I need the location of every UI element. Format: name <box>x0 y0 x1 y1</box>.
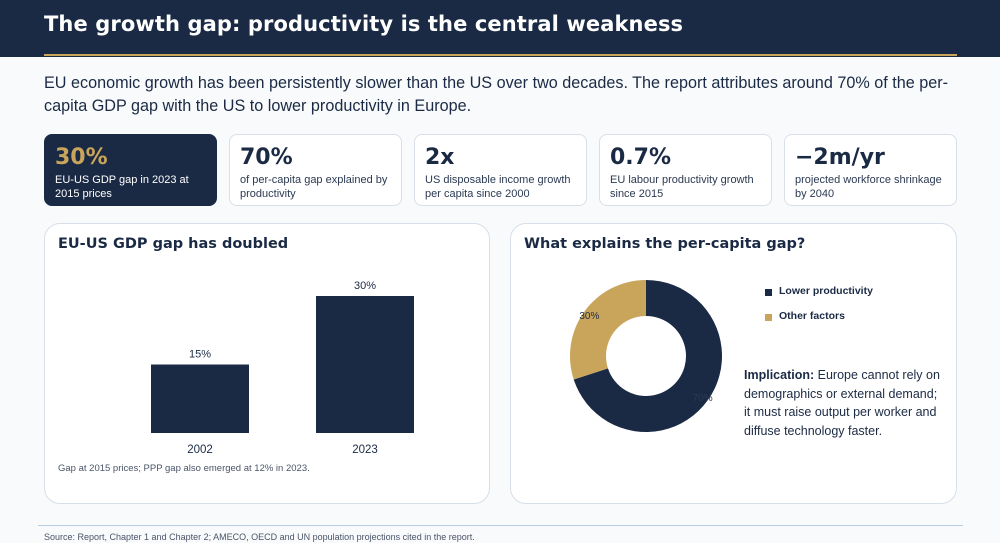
per-capita-gap-panel: 70% 30% What explains the per-capita gap?… <box>510 223 957 504</box>
stat-label: US disposable income growth per capita s… <box>425 174 571 200</box>
gdp-gap-panel: 15% 2002 30% 2023 EU-US GDP gap has doubled… <box>44 223 490 504</box>
intro-text: EU economic growth has been persistently… <box>44 74 948 115</box>
gdp-gap-bar-chart: 15% 2002 30% 2023 <box>151 280 414 456</box>
header-bar: The growth gap: productivity is the cent… <box>0 0 1000 57</box>
stat-value: −2m/yr <box>795 145 885 170</box>
stat-value: 0.7% <box>610 145 672 170</box>
header-accent-rule <box>44 54 957 56</box>
footer-rule <box>38 525 963 526</box>
legend-swatch <box>765 314 772 321</box>
legend-label: Other factors <box>779 310 845 322</box>
donut-data-label: 70% <box>693 393 713 404</box>
stat-value: 30% <box>55 145 108 170</box>
stat-label: of per-capita gap explained by productiv… <box>240 174 388 200</box>
page-title: The growth gap: productivity is the cent… <box>44 12 684 36</box>
implication-body: Europe cannot rely on demographics or ex… <box>744 368 940 438</box>
stat-card-productivity-share: 70% of per-capita gap explained by produ… <box>229 134 402 206</box>
stat-card-labour-productivity: 0.7% EU labour productivity growth since… <box>599 134 772 206</box>
bar-data-label: 15% <box>189 349 211 361</box>
stat-label: projected workforce shrinkage by 2040 <box>795 174 942 200</box>
donut-slice-other-factors <box>570 280 646 380</box>
bar-data-label: 30% <box>354 280 376 292</box>
stat-label: EU-US GDP gap in 2023 at 2015 prices <box>55 174 189 200</box>
source-note: Source: Report, Chapter 1 and Chapter 2;… <box>44 532 475 542</box>
donut-data-label: 30% <box>579 311 599 322</box>
x-tick-label: 2002 <box>187 444 213 456</box>
stat-card-income-growth: 2x US disposable income growth per capit… <box>414 134 587 206</box>
implication-label: Implication: <box>744 368 815 382</box>
bar-chart-title: EU-US GDP gap has doubled <box>58 236 289 252</box>
donut-slice-lower-productivity <box>573 280 722 432</box>
stat-cards: 30% EU-US GDP gap in 2023 at 2015 prices… <box>44 134 957 206</box>
stat-card-workforce: −2m/yr projected workforce shrinkage by … <box>784 134 957 206</box>
legend-label: Lower productivity <box>779 285 873 297</box>
x-tick-label: 2023 <box>352 444 378 456</box>
stat-value: 70% <box>240 145 293 170</box>
stat-label: EU labour productivity growth since 2015 <box>610 174 754 200</box>
bar-2002 <box>151 364 249 433</box>
stat-card-gdp-gap: 30% EU-US GDP gap in 2023 at 2015 prices <box>44 134 217 206</box>
donut-chart-title: What explains the per-capita gap? <box>524 236 806 252</box>
implication-text: Implication: Europe cannot rely on demog… <box>744 366 940 440</box>
stat-value: 2x <box>425 145 455 170</box>
per-capita-gap-donut-chart: 70% 30% <box>570 280 722 432</box>
bar-2023 <box>316 296 414 433</box>
bar-chart-note: Gap at 2015 prices; PPP gap also emerged… <box>58 463 310 474</box>
legend-swatch <box>765 289 772 296</box>
